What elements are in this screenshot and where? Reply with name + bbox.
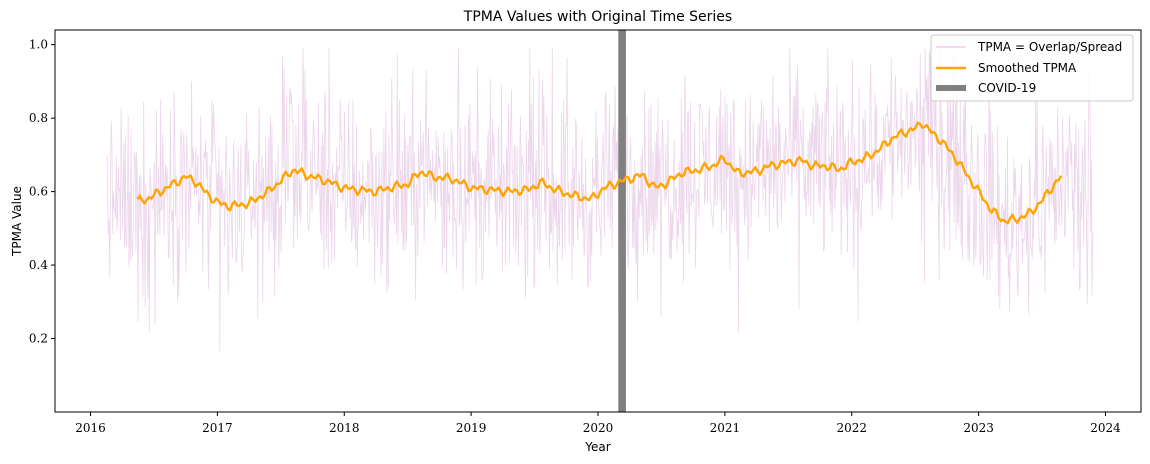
x-tick-label: 2018 [329, 421, 360, 435]
raw-series-layer [106, 48, 1094, 353]
x-tick-label: 2016 [75, 421, 106, 435]
y-tick-label: 0.8 [29, 111, 48, 125]
covid-band-layer [618, 30, 626, 412]
legend-swatch-covid [936, 85, 966, 91]
y-axis-label: TPMA Value [10, 186, 24, 257]
x-tick-label: 2019 [456, 421, 487, 435]
x-tick-label: 2024 [1090, 421, 1121, 435]
smoothed-series-line [136, 121, 1063, 225]
y-tick-label: 0.2 [29, 332, 48, 346]
x-axis-label: Year [584, 440, 610, 454]
y-axis-ticks: 0.2 0.4 0.6 0.8 1.0 [29, 38, 55, 346]
x-tick-label: 2017 [202, 421, 233, 435]
legend-label-raw: TPMA = Overlap/Spread [977, 40, 1122, 54]
y-tick-label: 1.0 [29, 38, 48, 52]
smoothed-series-layer [136, 121, 1063, 225]
legend-box [930, 34, 1134, 102]
x-tick-label: 2021 [710, 421, 741, 435]
raw-series-line [106, 48, 1094, 353]
x-tick-label: 2020 [583, 421, 614, 435]
x-tick-label: 2023 [963, 421, 994, 435]
y-tick-label: 0.6 [29, 185, 48, 199]
covid-band [618, 30, 626, 412]
legend-label-covid: COVID-19 [978, 81, 1036, 95]
legend-label-smoothed: Smoothed TPMA [978, 61, 1077, 75]
x-axis-ticks: 2016 2017 2018 2019 2020 2021 2022 2023 2024 [75, 412, 1121, 435]
x-tick-label: 2022 [836, 421, 867, 435]
chart-title: TPMA Values with Original Time Series [463, 9, 732, 25]
y-tick-label: 0.4 [29, 258, 48, 272]
legend: TPMA = Overlap/Spread Smoothed TPMA COVI… [930, 34, 1134, 102]
